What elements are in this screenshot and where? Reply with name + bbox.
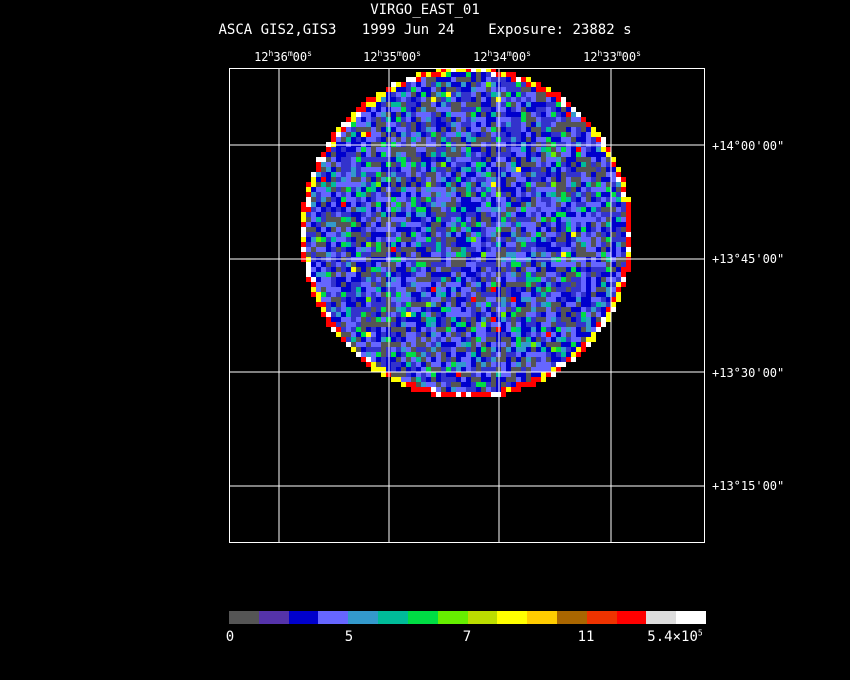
dec-tick-label: +14°00'00" [712, 139, 785, 153]
coordinate-grid [229, 68, 705, 543]
colorbar-swatch [497, 611, 528, 624]
dec-tick-label: +13°30'00" [712, 366, 785, 380]
dec-tick-label: +13°45'00" [712, 252, 785, 266]
colorbar-swatch [646, 611, 677, 624]
colorbar-swatch [258, 611, 289, 624]
colorbar-swatch [616, 611, 647, 624]
ra-tick-label: 12h34m00s [473, 49, 531, 65]
colorbar-swatch [467, 611, 498, 624]
frame-border [229, 68, 705, 543]
colorbar-label: 0 [225, 629, 235, 645]
colorbar-label: 5 [344, 629, 354, 645]
ra-tick-label: 12h35m00s [363, 49, 421, 65]
colorbar-label: 11 [577, 629, 595, 645]
colorbar-swatch [407, 611, 438, 624]
colorbar-swatch [348, 611, 379, 624]
colorbar-swatch [288, 611, 319, 624]
ra-tick-label: 12h33m00s [583, 49, 641, 65]
colorbar-swatch [676, 611, 706, 624]
colorbar-swatch [318, 611, 349, 624]
observation-info: ASCA GIS2,GIS3 1999 Jun 24 Exposure: 238… [218, 22, 632, 38]
colorbar-max-label: 5.4×105 [647, 628, 703, 645]
colorbar-swatch [556, 611, 587, 624]
ra-tick-label: 12h36m00s [254, 49, 312, 65]
colorbar-swatch [229, 611, 259, 624]
colorbar-swatch [586, 611, 617, 624]
colorbar-swatch [378, 611, 408, 624]
colorbar-label: 7 [462, 629, 472, 645]
sky-image-frame [229, 68, 705, 543]
dec-tick-label: +13°15'00" [712, 479, 785, 493]
color-scale-bar [229, 611, 706, 624]
colorbar-swatch [437, 611, 468, 624]
colorbar-swatch [527, 611, 557, 624]
image-title: VIRGO_EAST_01 [370, 2, 480, 18]
xray-intensity-map [301, 68, 631, 397]
